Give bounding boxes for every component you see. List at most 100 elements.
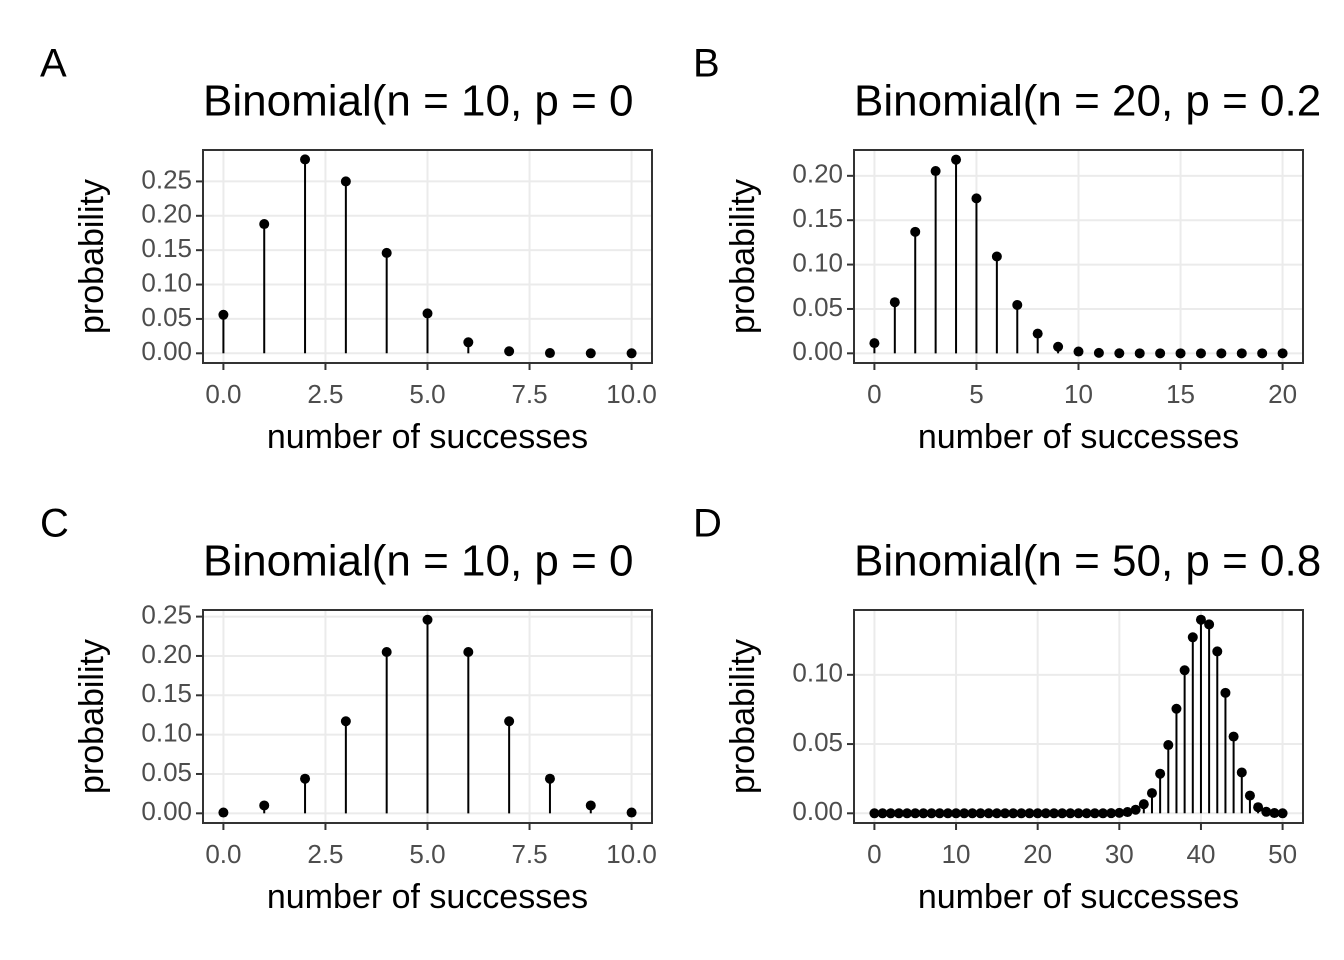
x-tick-label: 20 — [1023, 839, 1052, 869]
x-tick-label: 0 — [867, 379, 881, 409]
point — [1220, 687, 1231, 698]
point — [1187, 632, 1198, 643]
point — [971, 193, 982, 204]
y-tick-label: 0.20 — [792, 159, 843, 189]
plot-border — [202, 149, 653, 364]
point — [1016, 808, 1027, 819]
point — [381, 647, 392, 658]
point — [1008, 808, 1019, 819]
point — [626, 348, 637, 359]
point — [1195, 614, 1206, 625]
plot-border — [853, 609, 1304, 824]
x-tick-label: 7.5 — [511, 379, 547, 409]
point — [959, 808, 970, 819]
x-tick-label: 0 — [867, 839, 881, 869]
point — [926, 808, 937, 819]
point — [422, 614, 433, 625]
point — [951, 154, 962, 165]
point — [951, 808, 962, 819]
point — [1024, 808, 1035, 819]
point — [934, 808, 945, 819]
y-tick-label: 0.00 — [792, 336, 843, 366]
y-tick-label: 0.25 — [141, 164, 192, 194]
point — [967, 808, 978, 819]
x-tick-label: 7.5 — [511, 839, 547, 869]
y-tick-label: 0.15 — [141, 678, 192, 708]
x-tick-label: 0.0 — [205, 379, 241, 409]
point — [1261, 806, 1272, 817]
x-axis-label: number of successes — [918, 418, 1239, 456]
point — [1212, 646, 1223, 657]
point — [1171, 703, 1182, 714]
point — [1032, 328, 1043, 339]
point — [422, 308, 433, 319]
point — [893, 808, 904, 819]
point — [991, 251, 1002, 262]
y-tick-label: 0.00 — [141, 336, 192, 366]
point — [1040, 808, 1051, 819]
point — [1114, 807, 1125, 818]
point — [1093, 347, 1104, 358]
point — [975, 808, 986, 819]
y-tick-label: 0.05 — [792, 727, 843, 757]
x-tick-label: 5 — [969, 379, 983, 409]
panel-tag: A — [40, 42, 67, 86]
x-tick-label: 2.5 — [307, 379, 343, 409]
x-tick-label: 10.0 — [606, 379, 657, 409]
point — [869, 808, 880, 819]
panel: A Binomial(n = 10, p = 0 number of success… — [40, 42, 657, 456]
x-tick-label: 40 — [1186, 839, 1215, 869]
panel-tag: B — [693, 42, 720, 86]
y-tick-label: 0.10 — [141, 718, 192, 748]
y-axis-label: probability — [724, 639, 762, 794]
point — [1146, 788, 1157, 799]
point — [300, 773, 311, 784]
point — [259, 800, 270, 811]
point — [1257, 348, 1268, 359]
point — [889, 297, 900, 308]
y-tick-label: 0.20 — [141, 639, 192, 669]
point — [585, 348, 596, 359]
y-tick-label: 0.00 — [792, 796, 843, 826]
x-tick-label: 10 — [942, 839, 971, 869]
point — [1081, 808, 1092, 819]
chart-title: Binomial(n = 20, p = 0.2 — [854, 77, 1321, 126]
point — [1065, 808, 1076, 819]
point — [1097, 808, 1108, 819]
point — [1195, 348, 1206, 359]
point — [910, 808, 921, 819]
chart-title: Binomial(n = 10, p = 0 — [203, 77, 633, 126]
point — [218, 309, 229, 320]
point — [626, 807, 637, 818]
point — [1236, 348, 1247, 359]
point — [1228, 731, 1239, 742]
panel-tag: D — [693, 502, 722, 546]
panel-tag: C — [40, 502, 69, 546]
point — [463, 647, 474, 658]
point — [1179, 665, 1190, 676]
x-axis-label: number of successes — [267, 878, 588, 916]
point — [1032, 808, 1043, 819]
point — [544, 348, 555, 359]
x-tick-label: 5.0 — [409, 839, 445, 869]
plot-border — [853, 149, 1304, 364]
point — [300, 154, 311, 165]
point — [340, 176, 351, 187]
point — [1236, 767, 1247, 778]
point — [1130, 804, 1141, 815]
x-tick-label: 20 — [1268, 379, 1297, 409]
point — [1163, 740, 1174, 751]
x-tick-label: 30 — [1105, 839, 1134, 869]
x-tick-label: 50 — [1268, 839, 1297, 869]
point — [1053, 341, 1064, 352]
point — [1216, 348, 1227, 359]
point — [1253, 802, 1264, 813]
point — [1244, 790, 1255, 801]
point — [1106, 808, 1117, 819]
panel: D Binomial(n = 50, p = 0.8 number of succe… — [693, 502, 1321, 916]
x-tick-label: 10.0 — [606, 839, 657, 869]
point — [1000, 808, 1011, 819]
plot-border — [202, 609, 653, 824]
y-tick-label: 0.15 — [141, 233, 192, 263]
